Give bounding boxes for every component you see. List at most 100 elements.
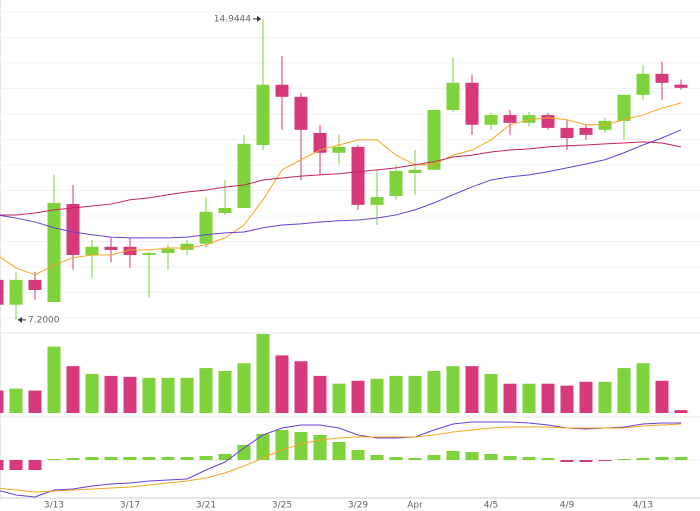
macd-bar <box>674 457 688 460</box>
volume-bar <box>85 373 99 413</box>
macd-bar <box>47 459 61 460</box>
candle-body <box>123 246 137 255</box>
candle-body <box>351 146 365 205</box>
macd-bar <box>0 460 4 470</box>
macd-bar <box>446 451 460 460</box>
volume-bar <box>484 373 498 413</box>
volume-bar <box>427 371 441 413</box>
x-tick-label: 3/17 <box>120 501 140 511</box>
volume-bar <box>142 377 156 413</box>
macd-bar <box>351 450 365 460</box>
volume-bar <box>275 355 289 413</box>
macd-bar <box>503 456 517 460</box>
candle-body <box>446 82 460 110</box>
macd-bar <box>123 457 137 460</box>
volume-bar <box>389 375 403 413</box>
macd-bar <box>180 457 194 460</box>
macd-bar <box>541 458 555 460</box>
macd-bar <box>522 457 536 460</box>
candle-body <box>199 211 213 244</box>
macd-bar <box>655 457 669 460</box>
macd-bar <box>218 454 232 460</box>
volume-bar <box>370 378 384 413</box>
volume-bar <box>636 363 650 413</box>
volume-bar <box>180 377 194 413</box>
candle-body <box>465 82 479 125</box>
macd-bar <box>9 460 23 470</box>
candle-body <box>484 115 498 125</box>
volume-bar <box>408 375 422 413</box>
x-tick-label: 3/25 <box>272 501 292 511</box>
candle-body <box>389 171 403 196</box>
candle-body <box>313 132 327 153</box>
candle-body <box>598 120 612 130</box>
candle-body <box>218 207 232 214</box>
volume-bar <box>123 376 137 413</box>
candle-body <box>579 127 593 135</box>
candle-body <box>408 169 422 173</box>
macd-bar <box>370 455 384 460</box>
volume-bar <box>218 371 232 413</box>
macd-bar <box>66 458 80 460</box>
macd-bar <box>85 457 99 460</box>
candle-body <box>66 204 80 255</box>
candle-body <box>370 197 384 205</box>
x-tick-label: 4/13 <box>633 501 653 511</box>
candle-body <box>655 73 669 83</box>
volume-bar <box>256 333 270 413</box>
volume-bar <box>465 366 479 413</box>
volume-bar <box>66 366 80 413</box>
macd-bar <box>427 455 441 460</box>
volume-bar <box>9 388 23 413</box>
candle-body <box>180 243 194 250</box>
annotation-arrowhead <box>18 316 22 323</box>
candle-body <box>522 115 536 123</box>
candle-body <box>104 246 118 250</box>
x-tick-label: 3/13 <box>44 501 64 511</box>
candle-body <box>636 73 650 95</box>
macd-bar <box>237 445 251 460</box>
volume-bar <box>47 346 61 413</box>
moving-average <box>0 141 682 216</box>
macd-bar <box>560 460 574 462</box>
candle-body <box>541 115 555 128</box>
macd-bar <box>275 430 289 460</box>
macd-bar <box>389 457 403 460</box>
candle-body <box>674 84 688 88</box>
volume-bar <box>522 383 536 413</box>
volume-bar <box>199 368 213 413</box>
candle-body <box>9 279 23 305</box>
candle-body <box>294 96 308 130</box>
candle-body <box>503 115 517 123</box>
volume-bar <box>560 385 574 413</box>
macd-bar <box>161 457 175 460</box>
macd-bar <box>332 442 346 460</box>
candle-body <box>332 146 346 153</box>
macd-bar <box>104 457 118 460</box>
candle-body <box>617 94 631 121</box>
candle-body <box>0 279 4 305</box>
moving-average <box>0 129 682 239</box>
macd-bar <box>408 458 422 460</box>
volume-bar <box>674 410 688 413</box>
candle-body <box>142 253 156 255</box>
x-tick-label: 3/21 <box>196 501 216 511</box>
volume-bar <box>104 375 118 413</box>
macd-bar <box>617 459 631 460</box>
macd-bar <box>579 460 593 462</box>
candle-body <box>28 279 42 290</box>
volume-bar <box>655 380 669 413</box>
volume-bar <box>294 361 308 413</box>
annotation-label: 7.2000 <box>28 315 60 325</box>
macd-bar <box>598 460 612 461</box>
annotation-arrowhead <box>257 15 261 22</box>
macd-bar <box>313 435 327 460</box>
annotation-label: 14.9444 <box>214 14 251 24</box>
macd-bar <box>256 434 270 460</box>
macd-bar <box>465 452 479 460</box>
x-tick-label: 4/9 <box>560 501 575 511</box>
volume-bar <box>28 390 42 413</box>
